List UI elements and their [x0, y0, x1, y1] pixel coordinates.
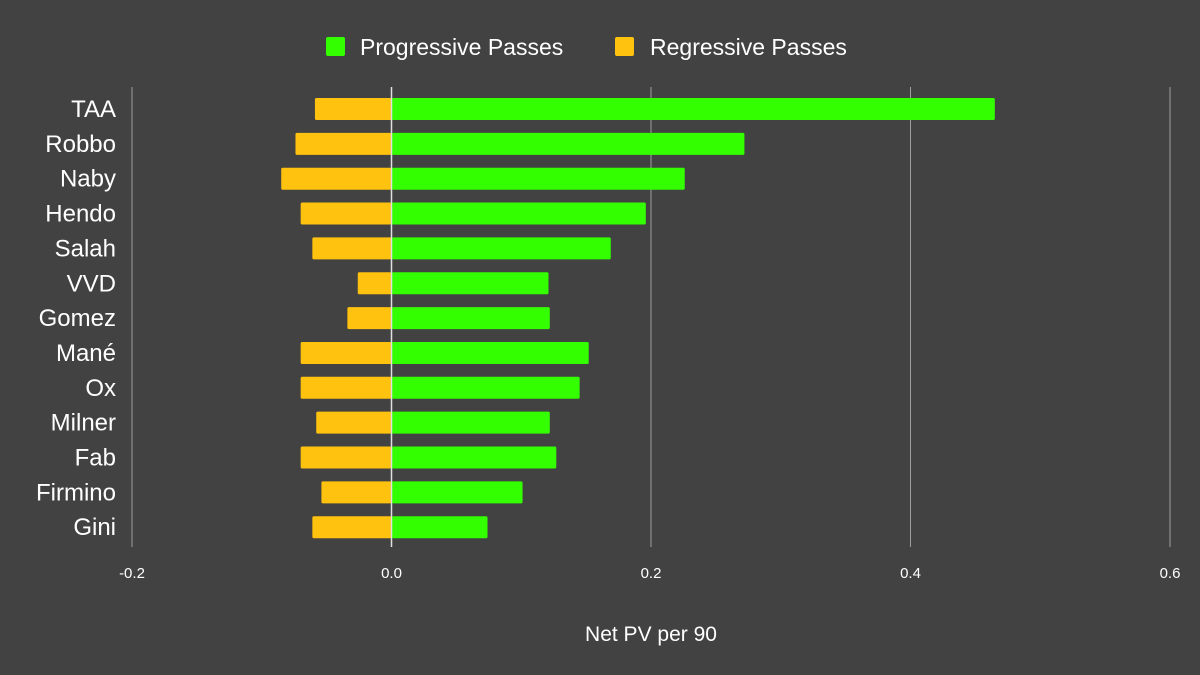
bar-progressive [391, 237, 611, 260]
bar-progressive [391, 167, 685, 190]
x-tick-label: 0.4 [900, 565, 921, 582]
category-label: Naby [60, 166, 116, 193]
category-label: Mané [56, 340, 116, 367]
bar-layer [281, 87, 995, 547]
bar-progressive [391, 516, 488, 539]
category-label: Gomez [39, 305, 116, 332]
x-tick-label: 0.2 [641, 565, 662, 582]
bar-progressive [391, 376, 580, 399]
legend-label-regressive: Regressive Passes [650, 34, 847, 60]
bar-progressive [391, 411, 550, 434]
label-layer: -0.2 0.0 0.2 0.4 0.6 TAA Robbo Naby Hendo Salah VV… [36, 96, 1180, 582]
x-axis-title: Net PV per 90 [585, 623, 717, 646]
category-label: Hendo [45, 201, 116, 228]
x-tick-label: 0.6 [1160, 565, 1181, 582]
bar-progressive [391, 272, 549, 295]
category-label: TAA [71, 96, 116, 123]
bar-regressive [295, 132, 392, 155]
category-label: Robbo [45, 131, 116, 158]
category-label: Fab [75, 445, 116, 472]
legend: Progressive Passes Regressive Passes [326, 34, 847, 60]
bar-progressive [391, 307, 550, 330]
bar-progressive [391, 446, 557, 469]
category-label: VVD [67, 270, 116, 297]
grid-layer [131, 87, 1171, 547]
x-tick-label: -0.2 [119, 565, 145, 582]
legend-swatch-progressive [326, 37, 345, 56]
category-label: Salah [55, 235, 116, 262]
bar-regressive [347, 307, 392, 330]
category-label: Gini [73, 514, 116, 541]
bar-progressive [391, 202, 646, 225]
x-tick-label: 0.0 [381, 565, 402, 582]
bar-regressive [300, 446, 392, 469]
bar-progressive [391, 341, 589, 364]
bar-regressive [321, 481, 392, 504]
bar-regressive [314, 98, 392, 120]
bar-regressive [300, 341, 392, 364]
category-label: Milner [51, 410, 116, 437]
bar-progressive [391, 132, 745, 155]
bar-progressive [391, 481, 523, 504]
bar-regressive [357, 272, 392, 295]
legend-label-progressive: Progressive Passes [360, 34, 563, 60]
legend-swatch-regressive [615, 37, 634, 56]
category-label: Ox [85, 375, 116, 402]
bar-regressive [281, 167, 392, 190]
bar-regressive [312, 237, 392, 260]
bar-regressive [300, 376, 392, 399]
bar-progressive [391, 98, 995, 120]
bar-regressive [300, 202, 392, 225]
bar-regressive [316, 411, 392, 434]
category-label: Firmino [36, 479, 116, 506]
bar-regressive [312, 516, 392, 539]
